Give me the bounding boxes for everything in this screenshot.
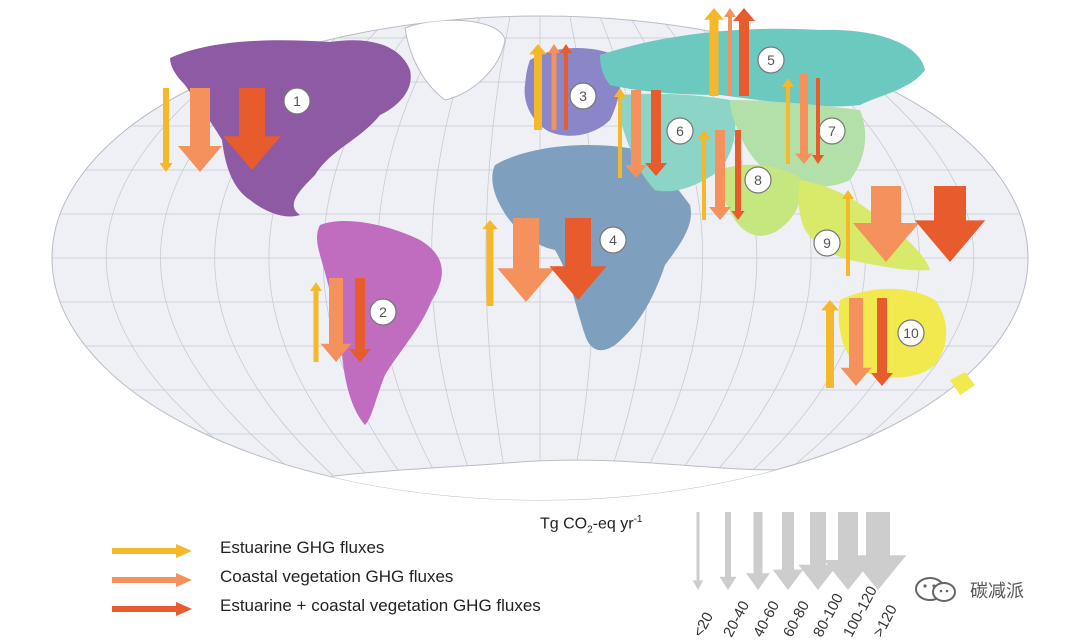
flux-arrows bbox=[159, 8, 986, 388]
watermark-text: 碳减派 bbox=[970, 581, 1024, 601]
watermark: 碳减派 bbox=[912, 575, 1062, 605]
legend-label: Estuarine GHG fluxes bbox=[220, 538, 385, 557]
flux-arrow bbox=[812, 78, 824, 164]
flux-arrow bbox=[709, 130, 731, 220]
flux-arrow bbox=[704, 8, 724, 96]
region-marker-6: 6 bbox=[666, 117, 694, 145]
svg-text:4: 4 bbox=[609, 232, 617, 248]
svg-text:10: 10 bbox=[903, 325, 919, 341]
scale-arrow bbox=[849, 512, 907, 590]
flux-arrow bbox=[178, 88, 222, 172]
arrow-size-scale bbox=[692, 512, 907, 590]
flux-arrow bbox=[159, 88, 173, 172]
svg-text:9: 9 bbox=[823, 235, 831, 251]
svg-text:5: 5 bbox=[767, 52, 775, 68]
scale-arrow bbox=[798, 512, 838, 590]
flux-arrow bbox=[914, 186, 986, 262]
region-4-africa bbox=[492, 145, 691, 351]
region-marker-8: 8 bbox=[744, 166, 772, 194]
svg-text:8: 8 bbox=[754, 172, 762, 188]
flux-arrow bbox=[733, 8, 755, 96]
flux-arrow bbox=[482, 220, 498, 306]
legend-arrow-icon bbox=[112, 544, 192, 558]
region-markers: 1 2 3 4 5 6 7 8 9 10 bbox=[283, 46, 925, 347]
svg-text:3: 3 bbox=[579, 88, 587, 104]
flux-arrow bbox=[821, 300, 839, 388]
world-map: 1 2 3 4 5 6 7 8 9 10 bbox=[51, 8, 1029, 501]
flux-arrow bbox=[853, 186, 919, 262]
scale-arrow bbox=[746, 512, 770, 590]
region-marker-2: 2 bbox=[369, 298, 397, 326]
flux-arrow bbox=[529, 44, 547, 130]
region-marker-1: 1 bbox=[283, 87, 311, 115]
flux-arrow bbox=[842, 190, 854, 276]
legend-arrow-icon bbox=[112, 602, 192, 616]
flux-arrow bbox=[320, 278, 352, 362]
scale-arrow bbox=[824, 512, 872, 590]
region-1-north-america bbox=[170, 40, 411, 217]
region-marker-3: 3 bbox=[569, 82, 597, 110]
scale-arrow bbox=[692, 512, 704, 590]
flux-arrow bbox=[549, 218, 607, 300]
region-marker-7: 7 bbox=[818, 117, 846, 145]
region-marker-9: 9 bbox=[813, 229, 841, 257]
region-10-australia bbox=[838, 288, 947, 378]
wechat-icon bbox=[915, 577, 956, 602]
flux-arrow bbox=[223, 88, 281, 170]
svg-text:6: 6 bbox=[676, 123, 684, 139]
flux-arrow bbox=[840, 298, 872, 386]
flux-arrow bbox=[782, 78, 794, 164]
region-marker-10: 10 bbox=[897, 319, 925, 347]
flux-arrow bbox=[614, 88, 626, 178]
scale-unit: Tg CO2-eq yr-1 bbox=[540, 514, 643, 536]
region-marker-5: 5 bbox=[757, 46, 785, 74]
flux-arrow bbox=[645, 90, 667, 176]
flux-arrow bbox=[724, 8, 736, 96]
scale-arrow bbox=[772, 512, 804, 590]
flux-arrow bbox=[731, 130, 745, 220]
flux-arrow bbox=[871, 298, 893, 386]
flux-arrow bbox=[548, 44, 560, 130]
flux-arrow bbox=[795, 74, 813, 164]
flux-arrow bbox=[497, 218, 555, 302]
svg-text:7: 7 bbox=[828, 123, 836, 139]
flux-arrow bbox=[625, 90, 647, 178]
greenland bbox=[404, 19, 506, 101]
legend-arrow-icon bbox=[112, 573, 192, 587]
flux-arrow bbox=[698, 130, 710, 220]
flux-arrow bbox=[310, 282, 322, 362]
region-marker-4: 4 bbox=[599, 226, 627, 254]
flux-arrow bbox=[560, 44, 572, 130]
legend-label: Coastal vegetation GHG fluxes bbox=[220, 567, 454, 586]
new-zealand bbox=[950, 372, 975, 395]
scale-arrow bbox=[719, 512, 737, 590]
svg-text:2: 2 bbox=[379, 304, 387, 320]
flux-arrow bbox=[349, 278, 371, 362]
legend-label: Estuarine + coastal vegetation GHG fluxe… bbox=[220, 596, 541, 615]
svg-text:1: 1 bbox=[293, 93, 301, 109]
